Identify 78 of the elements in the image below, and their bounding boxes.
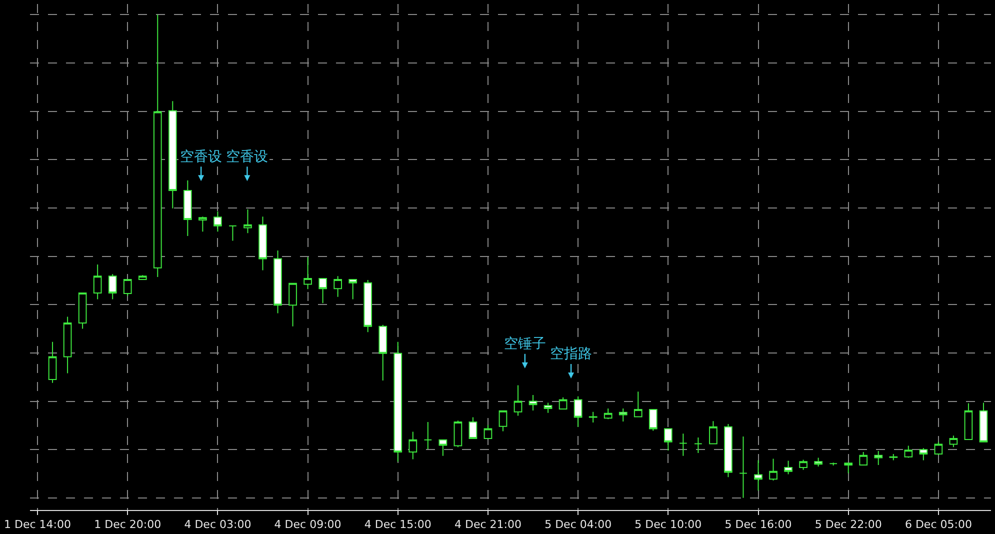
x-tick-label: 4 Dec 21:00 [454,518,522,532]
candlestick [964,402,973,440]
candlestick [844,462,853,474]
candlestick [739,436,748,498]
candlestick [634,391,642,418]
candlestick [214,210,222,232]
x-tick-label: 5 Dec 10:00 [634,518,702,532]
candlestick [153,14,162,278]
candlestick [468,416,478,439]
candlestick [588,411,598,424]
candlestick [93,264,102,300]
candlestick [664,428,672,452]
x-tick-label: 5 Dec 16:00 [724,518,792,532]
candlestick [648,408,658,432]
annotation: 空香设 [180,149,222,165]
candlestick [904,445,913,458]
candlestick [679,433,688,456]
candlestick [949,435,958,448]
candlestick [709,420,718,444]
candlestick [604,408,612,420]
candlestick [138,274,147,280]
x-tick-label: 1 Dec 20:00 [94,518,162,532]
candlestick [514,384,522,416]
candlestick [438,439,448,456]
candlestick [108,274,117,300]
candlestick [799,459,808,470]
candlestick [874,450,883,466]
candlestick [889,453,898,461]
x-tick-label: 4 Dec 09:00 [274,518,342,532]
x-tick-label: 1 Dec 14:00 [4,518,71,532]
candlestick [829,462,838,466]
candlestick [724,423,732,478]
candlestick [394,341,402,462]
candlestick [784,460,792,475]
candlestick [424,422,432,450]
candlestick [364,279,372,333]
candlestick [78,292,87,330]
candlestick [694,437,702,454]
candlestick [183,180,192,236]
candlestick [48,341,57,384]
candlestick [244,208,252,234]
annotation: 空锤子 [504,336,546,352]
candlestick [979,402,988,442]
candlestick [754,460,762,492]
candlestick [168,100,177,209]
x-tick-label: 4 Dec 15:00 [364,518,432,532]
candlestick [558,396,568,410]
x-tick-label: 5 Dec 22:00 [814,518,882,532]
candlestick [334,276,342,298]
x-tick-label: 4 Dec 03:00 [184,518,252,532]
candlestick [123,278,132,296]
candlestick [198,216,207,232]
candlestick [63,316,72,374]
candlestick [274,250,282,314]
candlestick [859,452,868,466]
candlestick [288,282,297,327]
candlestick [934,441,943,456]
candlestick [919,448,928,461]
candlestick [498,410,508,432]
candlestick [408,431,418,460]
candlestick [304,256,312,290]
candlestick [528,394,538,411]
candlestick [618,408,628,422]
candlestick [814,457,822,467]
candlestick [544,402,552,414]
annotation: 空指路 [550,346,592,362]
candlestick [454,420,462,448]
x-tick-label: 5 Dec 04:00 [544,518,612,532]
candlestick [348,278,358,300]
candlestick [574,396,582,428]
candlestick [258,216,267,271]
x-tick-label: 6 Dec 05:00 [904,518,972,532]
annotation: 空香设 [226,149,268,165]
candlestick [228,225,237,242]
candlestick [484,424,492,439]
candlestick [769,458,778,482]
candlestick [318,278,327,304]
candlestick [378,324,388,381]
